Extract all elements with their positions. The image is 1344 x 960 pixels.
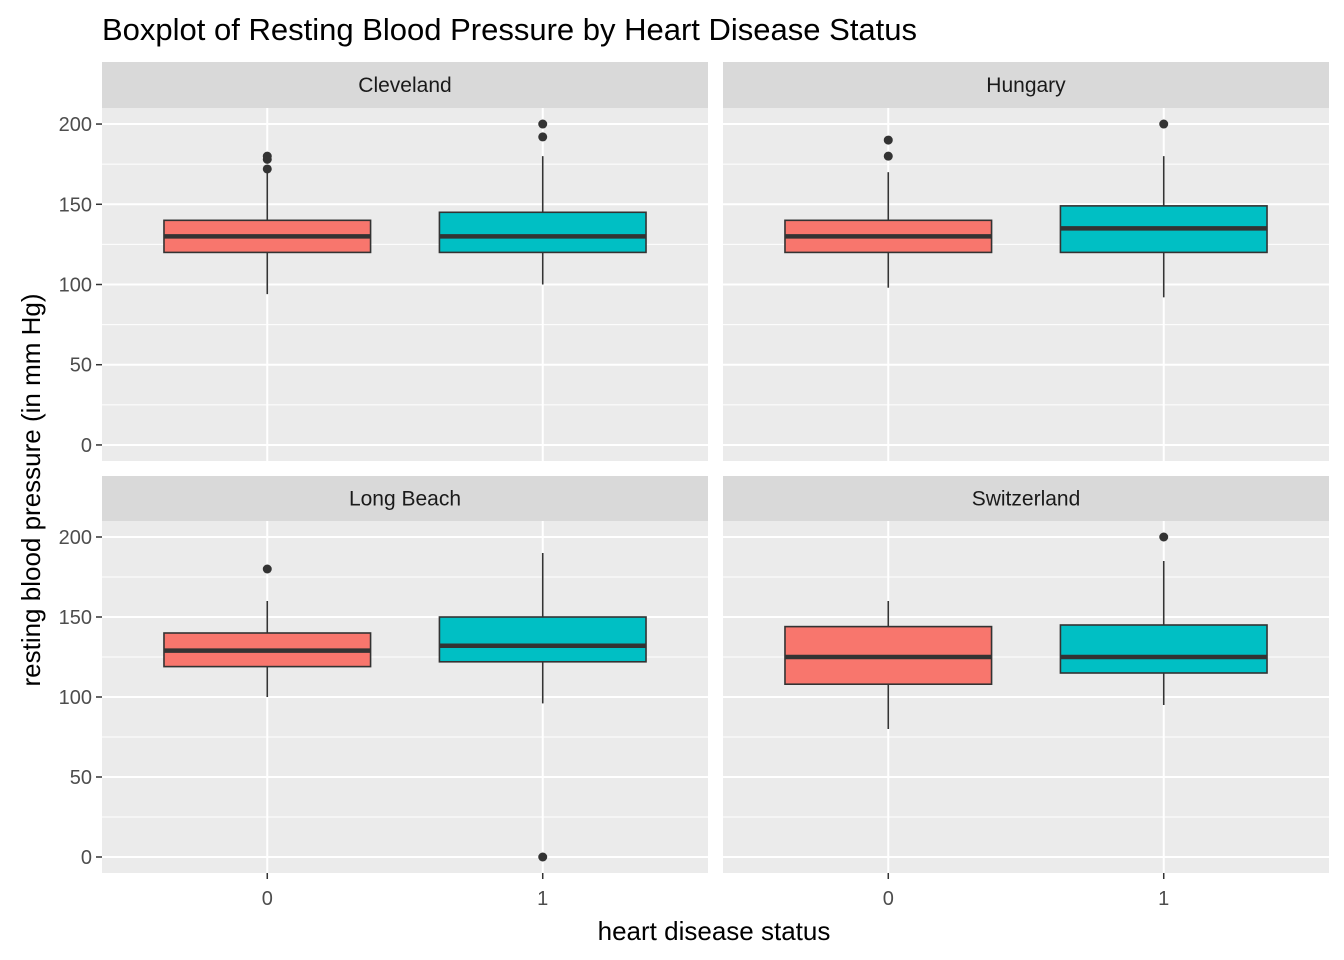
y-tick-label: 0 xyxy=(81,435,92,457)
outlier-point xyxy=(1159,532,1169,542)
outlier-point xyxy=(538,119,548,129)
outlier-point xyxy=(883,135,893,145)
outlier-point xyxy=(883,151,893,161)
y-axis-title: resting blood pressure (in mm Hg) xyxy=(16,293,46,686)
facet-panel: Hungary xyxy=(723,62,1329,461)
facet-label: Hungary xyxy=(986,74,1066,97)
facet-strip xyxy=(102,62,708,108)
x-axis-title: heart disease status xyxy=(598,916,831,946)
y-tick-label: 0 xyxy=(81,847,92,869)
box-iqr xyxy=(1059,624,1268,674)
y-tick-label: 150 xyxy=(59,607,92,629)
facet-label: Cleveland xyxy=(358,74,451,97)
y-tick-label: 50 xyxy=(70,767,92,789)
x-tick-label: 1 xyxy=(537,888,548,910)
outlier-point xyxy=(538,852,548,862)
y-tick-label: 200 xyxy=(59,527,92,549)
box-iqr xyxy=(438,211,647,254)
y-tick-label: 50 xyxy=(70,355,92,377)
facet-label: Long Beach xyxy=(349,488,461,511)
y-tick-label: 200 xyxy=(59,114,92,136)
x-tick-label: 0 xyxy=(883,888,894,910)
facet-strip xyxy=(723,62,1329,108)
outlier-point xyxy=(262,151,272,161)
outlier-point xyxy=(262,564,272,574)
outlier-point xyxy=(538,132,548,142)
facet-label: Switzerland xyxy=(972,488,1081,511)
y-tick-label: 150 xyxy=(59,194,92,216)
facet-panel: Long Beach 0 50 100 150 200 0 1 xyxy=(59,476,708,910)
box-iqr xyxy=(438,616,647,663)
y-tick-label: 100 xyxy=(59,275,92,297)
facet-panel: Cleveland 0 50 100 150 200 xyxy=(59,62,708,461)
facet-panel: Switzerland 0 1 xyxy=(723,476,1329,910)
outlier-point xyxy=(1159,119,1169,129)
x-tick-label: 0 xyxy=(262,888,273,910)
facet-strip xyxy=(723,476,1329,521)
facet-strip xyxy=(102,476,708,521)
x-tick-label: 1 xyxy=(1158,888,1169,910)
y-tick-label: 100 xyxy=(59,687,92,709)
outlier-point xyxy=(262,164,272,174)
chart-title: Boxplot of Resting Blood Pressure by Hea… xyxy=(102,12,917,47)
